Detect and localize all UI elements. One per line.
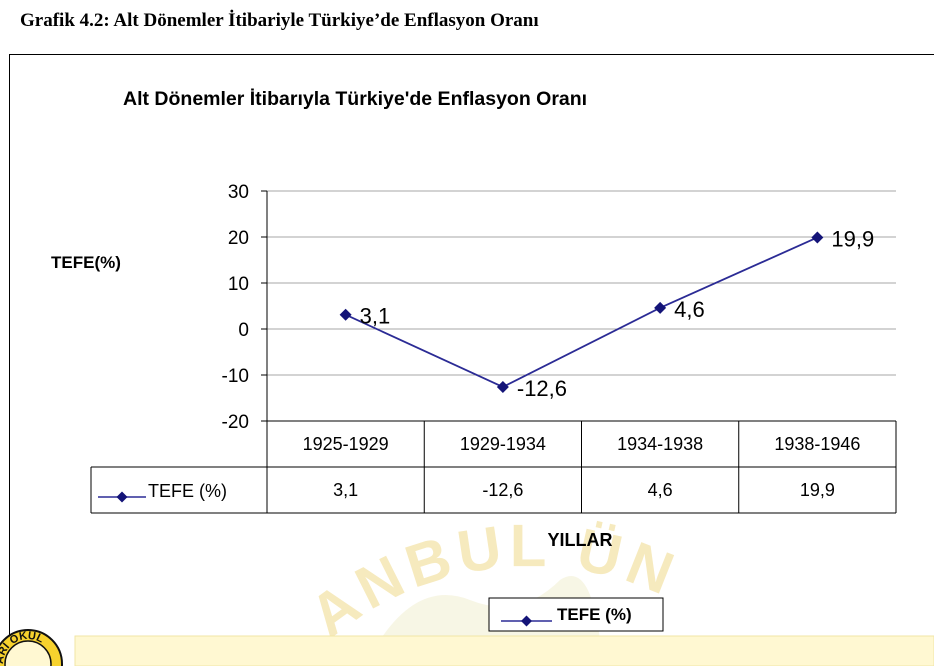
data-label: 3,1 (360, 304, 391, 329)
legend-marker (521, 615, 532, 627)
gridlines (261, 190, 896, 513)
data-labels: 3,1 -12,6 4,6 19,9 (360, 226, 875, 400)
legend-box (488, 597, 664, 632)
document-caption: Grafik 4.2: Alt Dönemler İtibariyle Türk… (20, 10, 539, 31)
y-tick-label: -20 (222, 412, 249, 433)
legend: TEFE (%) (488, 597, 664, 632)
x-tick-label: 1934-1938 (617, 434, 703, 454)
x-tick-label: 1925-1929 (303, 434, 389, 454)
data-label: 4,6 (674, 297, 705, 322)
table-cell-value: -12,6 (482, 480, 523, 500)
data-label: -12,6 (517, 376, 567, 401)
table-row-header: TEFE (%) (148, 481, 227, 501)
legend-label: TEFE (%) (557, 605, 632, 624)
y-tick-label: -10 (222, 366, 249, 387)
y-tick-label: 10 (228, 274, 249, 295)
table-cell-value: 19,9 (800, 480, 835, 500)
series-marker (811, 231, 824, 244)
data-label: 19,9 (831, 226, 874, 251)
y-axis-title: TEFE(%) (51, 253, 121, 272)
chart-frame (9, 54, 934, 666)
bottom-banner (75, 636, 934, 666)
x-tick-label: 1929-1934 (460, 434, 546, 454)
y-tick-label: 20 (228, 228, 249, 249)
table-legend-marker (116, 491, 128, 503)
seal-logo: ARI OKUL (0, 629, 63, 666)
series-tefe (339, 231, 824, 393)
y-tick-label: 30 (228, 182, 249, 203)
series-marker (339, 308, 352, 321)
table-cell-value: 4,6 (648, 480, 673, 500)
x-tick-label: 1938-1946 (774, 434, 860, 454)
y-axis-ticks: 30 20 10 0 -10 -20 (222, 182, 249, 433)
series-marker (654, 301, 667, 314)
y-tick-label: 0 (238, 320, 249, 341)
bottom-banner-border (74, 635, 934, 666)
data-table: 1925-1929 1929-1934 1934-1938 1938-1946 TEFE… (90, 420, 897, 514)
x-axis-title: YILLAR (548, 530, 613, 550)
chart-title: Alt Dönemler İtibarıyla Türkiye'de Enfla… (123, 87, 587, 110)
series-marker (496, 380, 509, 393)
series-line (345, 236, 818, 388)
table-cell-value: 3,1 (333, 480, 358, 500)
